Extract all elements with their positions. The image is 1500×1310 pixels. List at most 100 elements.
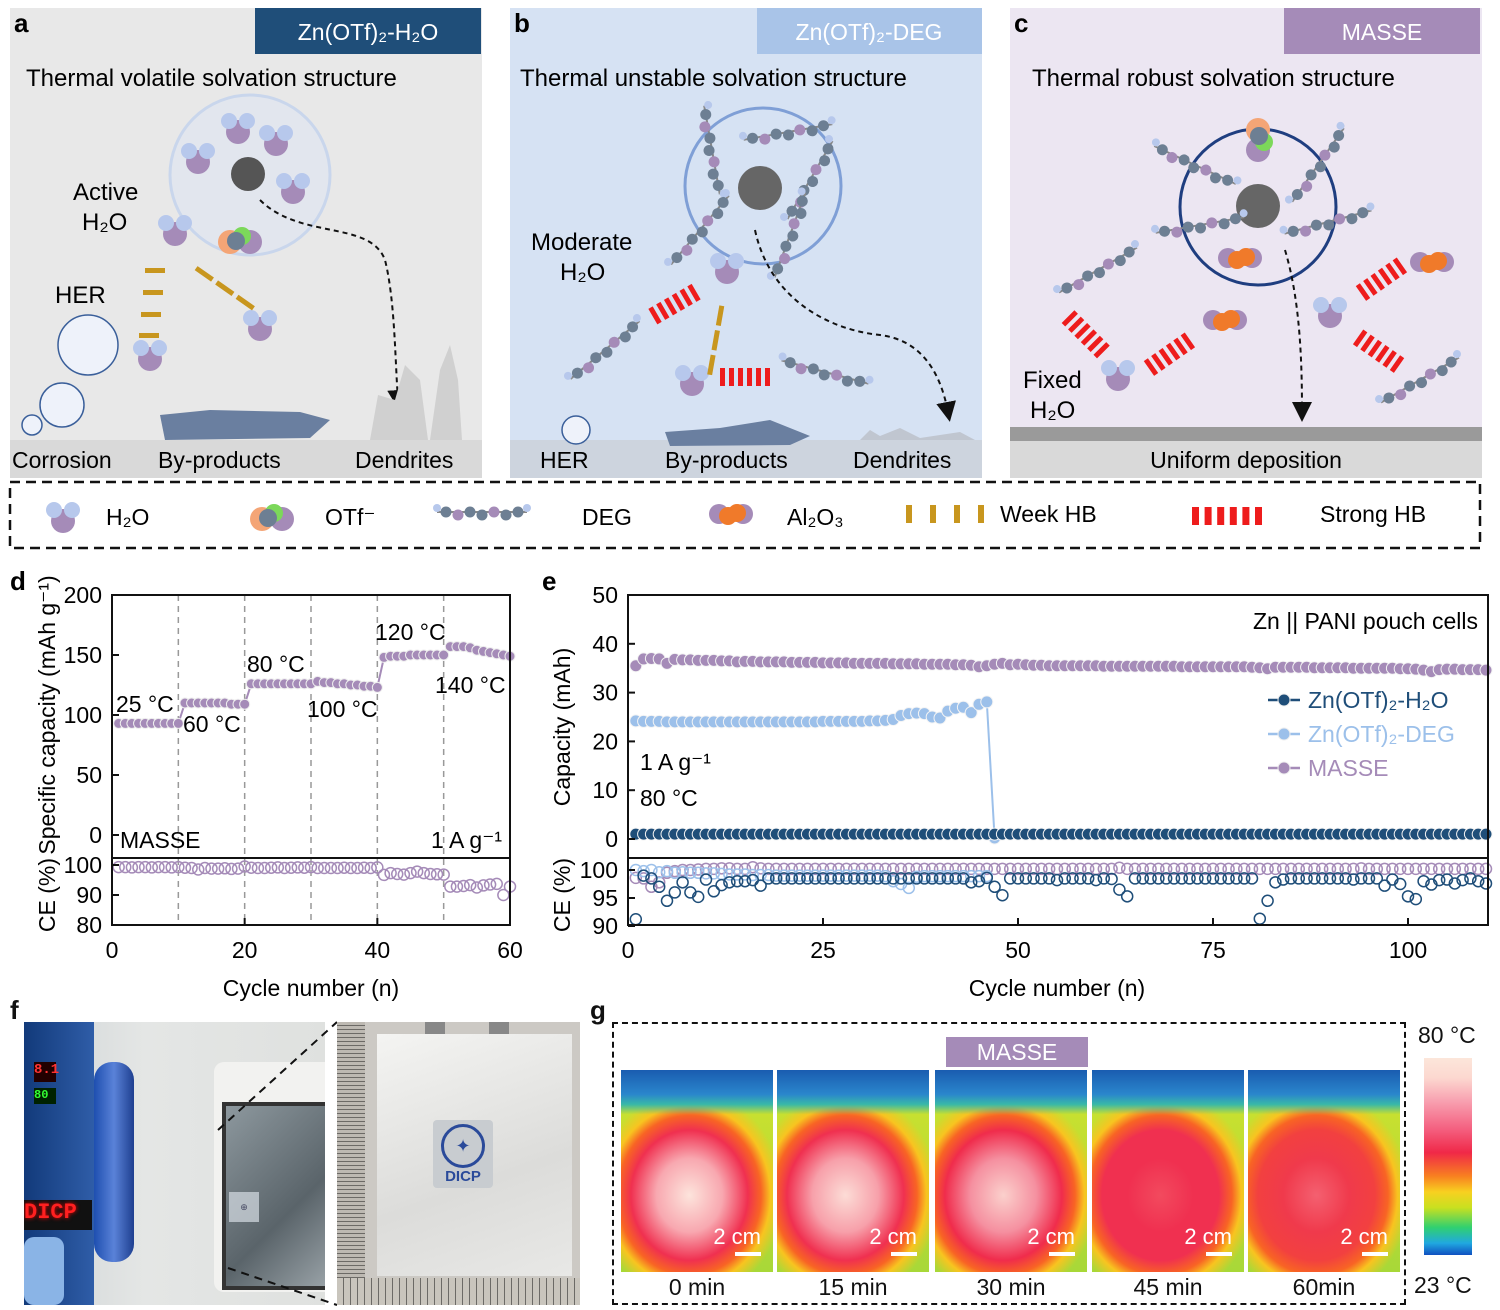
dendrites-label: Dendrites [853, 447, 951, 473]
ce-point [231, 862, 245, 875]
h2o-ce-point [652, 880, 666, 894]
x-tick-label: 0 [622, 937, 635, 963]
deg-ce-point [668, 866, 682, 880]
thermal-time-label: 30 min [976, 1274, 1046, 1300]
deg-capacity-point [980, 695, 994, 709]
deg-ce-point [637, 864, 650, 878]
ce-point [450, 880, 464, 893]
h2o-ce-point [1401, 890, 1415, 903]
annotation-electrolyte: MASSE [120, 827, 201, 853]
h2o-ce-point [785, 872, 799, 885]
h2o-ce-point [1269, 876, 1282, 889]
masse-ce-point [1315, 862, 1329, 876]
masse-ce-point [879, 862, 892, 876]
ce-point [490, 877, 503, 891]
legend-weak-hb-label: Week HB [1000, 501, 1097, 527]
x-tick-label: 100 [1389, 937, 1427, 963]
masse-ce-point [746, 860, 760, 874]
capacity-point [239, 698, 251, 710]
masse-ce-point [1003, 862, 1017, 876]
x-tick-label: 60 [497, 937, 523, 963]
masse-ce-point [1042, 862, 1056, 876]
ce-point [417, 866, 431, 880]
masse-ce-point [1081, 862, 1095, 876]
ce-point [125, 861, 139, 874]
ce-point [410, 865, 424, 878]
panel-c: MASSE c Thermal robust solvation structu… [1010, 8, 1482, 478]
masse-ce-point [933, 862, 947, 876]
h2o-ce-point [855, 872, 869, 885]
masse-ce-point [1136, 862, 1150, 876]
x-tick-label: 50 [1005, 937, 1031, 963]
h2o-ce-point [1456, 873, 1469, 887]
y-tick-label: 0 [89, 822, 102, 848]
legend-strong-hb-label: Strong HB [1320, 501, 1426, 527]
y-axis-title: Specific capacity (mAh g⁻¹) [34, 575, 60, 854]
hydrogen-bubble-icon [561, 415, 591, 445]
panel-c-electrolyte-tag [1284, 8, 1480, 54]
ce-point [211, 862, 225, 875]
masse-ce-point [1300, 862, 1313, 876]
x-tick-label: 20 [232, 937, 258, 963]
thermal-time-label: 45 min [1133, 1274, 1203, 1300]
h2o-ce-point [847, 872, 861, 885]
deg-ce-point [699, 867, 713, 880]
annotation-25c: 25 °C [116, 691, 174, 717]
ce-point [331, 861, 344, 875]
masse-ce-point [941, 862, 955, 876]
thermal-image: 2 cm [1092, 1070, 1244, 1272]
h2o-ce-point [840, 872, 853, 885]
masse-ce-point [972, 862, 986, 876]
h2o-ce-point [832, 872, 845, 885]
masse-ce-point [808, 862, 822, 876]
masse-ce-point [910, 862, 923, 876]
dendrites-label: Dendrites [355, 447, 453, 473]
ce-point [178, 861, 192, 874]
schematic-legend: H₂O OTf⁻ DEG Al₂O₃ Week HB Strong HB [8, 480, 1482, 550]
fixed-h2o-formula: H₂O [1030, 397, 1075, 424]
h2o-ce-point [1237, 872, 1251, 885]
h2o-ce-point [972, 874, 986, 888]
h2o-ce-point [715, 878, 728, 892]
legend-label-deg: Zn(OTf)₂-DEG [1308, 721, 1455, 747]
alumina-icon [709, 504, 753, 525]
panel-c-tag-label: MASSE [1342, 19, 1423, 45]
h2o-ce-point [1167, 872, 1181, 885]
panel-b-title: Thermal unstable solvation structure [520, 65, 907, 92]
thermal-time-label: 15 min [818, 1274, 888, 1300]
y-tick-label: 200 [64, 582, 102, 608]
ce-point [218, 862, 232, 875]
h2o-ce-point [762, 872, 775, 885]
ce-point [457, 879, 470, 893]
y-tick-label-ce: 100 [64, 852, 102, 878]
dendrite-icon [370, 345, 462, 440]
legend-marker-deg [1277, 727, 1291, 741]
masse-ce-point [1074, 862, 1087, 876]
h2o-ce-point [1409, 892, 1423, 906]
masse-ce-point [1237, 862, 1251, 876]
annotation-60c: 60 °C [183, 711, 241, 737]
h2o-ce-point [1354, 872, 1368, 885]
thermal-image: 2 cm [1248, 1070, 1400, 1272]
ce-point [364, 861, 377, 875]
masse-ce-point [1120, 862, 1134, 876]
ce-point [311, 861, 324, 875]
corrosion-label: Corrosion [12, 447, 112, 473]
h2o-ce-point [941, 872, 955, 885]
y-tick-label-ce: 80 [76, 912, 102, 938]
masse-ce-point [894, 862, 908, 876]
ce-point [357, 861, 371, 874]
deg-ce-point [746, 868, 760, 882]
h2o-ce-point [1019, 872, 1033, 885]
h2o-ce-point [1261, 894, 1274, 908]
deg-ce-point [730, 868, 744, 881]
h2o-ce-point [1066, 872, 1079, 885]
h2o-ce-point [918, 872, 931, 885]
ce-point [444, 880, 457, 893]
hydrogen-bubble-icon [21, 414, 43, 436]
ce-point [145, 861, 159, 874]
h2o-ce-point [1448, 877, 1462, 890]
by-product-icon [665, 420, 810, 446]
h2o-ce-point [1432, 873, 1446, 887]
hydrogen-bubble-icon [39, 382, 85, 428]
